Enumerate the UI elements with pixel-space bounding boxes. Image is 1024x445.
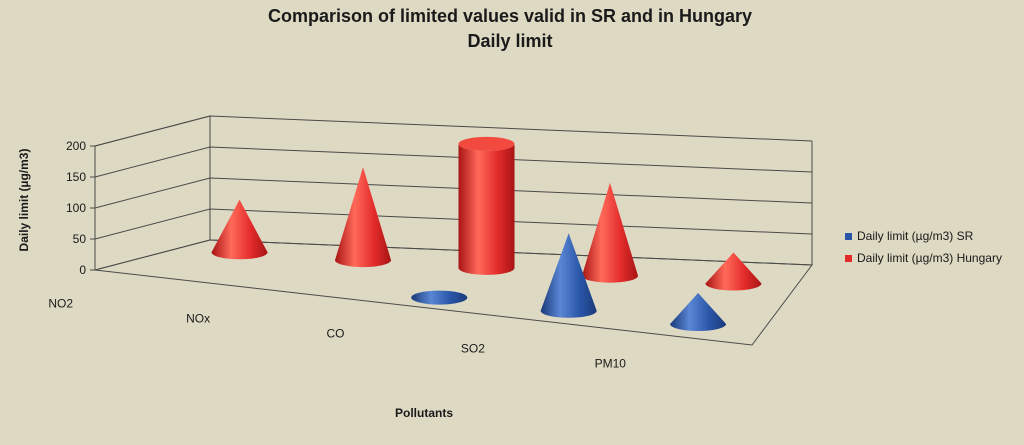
y-gridline xyxy=(94,208,813,240)
chart-mark-hungary-co xyxy=(458,136,515,275)
cylinder-body xyxy=(458,143,515,275)
x-tick-label: CO xyxy=(327,327,345,341)
x-tick-label: SO2 xyxy=(461,342,485,356)
x-tick-label: NOx xyxy=(186,312,210,326)
chart-mark-hungary-so2 xyxy=(581,182,638,283)
legend-label: Daily limit (µg/m3) SR xyxy=(857,229,974,243)
cone-body xyxy=(670,293,727,332)
cone-body xyxy=(705,252,762,291)
x-tick-label: NO2 xyxy=(48,297,73,311)
y-gridline xyxy=(94,239,813,271)
y-gridline xyxy=(94,146,813,178)
legend-label: Daily limit (µg/m3) Hungary xyxy=(857,251,1002,265)
flat-cone-base xyxy=(411,290,468,305)
chart-mark-hungary-nox xyxy=(335,167,392,268)
y-tick-label: 50 xyxy=(73,232,87,246)
x-tick-label: PM10 xyxy=(595,357,627,371)
legend-swatch xyxy=(845,255,852,262)
y-tick-label: 100 xyxy=(66,201,86,215)
cone-body xyxy=(211,199,268,260)
cone-body xyxy=(540,233,597,318)
y-tick-label: 0 xyxy=(79,263,86,277)
chart-mark-hungary-pm10 xyxy=(705,252,762,291)
cone-body xyxy=(335,167,392,268)
chart-legend: Daily limit (µg/m3) SR Daily limit (µg/m3… xyxy=(845,229,1002,265)
chart-mark-hungary-no2 xyxy=(211,199,268,260)
cone-body xyxy=(581,182,638,283)
legend-swatch xyxy=(845,233,852,240)
chart-subtitle: Daily limit xyxy=(467,31,552,51)
chart-title: Comparison of limited values valid in SR… xyxy=(268,6,752,26)
y-axis-ticks: 0 50 100 150 200 xyxy=(66,139,86,277)
chart-mark-sr-pm10 xyxy=(670,293,727,332)
y-gridline xyxy=(94,177,813,209)
chart-marks xyxy=(211,136,762,332)
chart-gridlines xyxy=(90,115,813,271)
cylinder-top xyxy=(458,136,515,151)
y-gridline xyxy=(94,115,813,147)
chart-mark-sr-so2 xyxy=(540,233,597,318)
x-axis-ticks: NO2 NOx CO SO2 PM10 xyxy=(48,297,626,371)
y-tick-label: 200 xyxy=(66,139,86,153)
x-axis-title: Pollutants xyxy=(395,406,453,420)
y-tick-label: 150 xyxy=(66,170,86,184)
chart-mark-sr-co xyxy=(411,290,468,305)
y-axis-title: Daily limit (µg/m3) xyxy=(17,149,31,252)
